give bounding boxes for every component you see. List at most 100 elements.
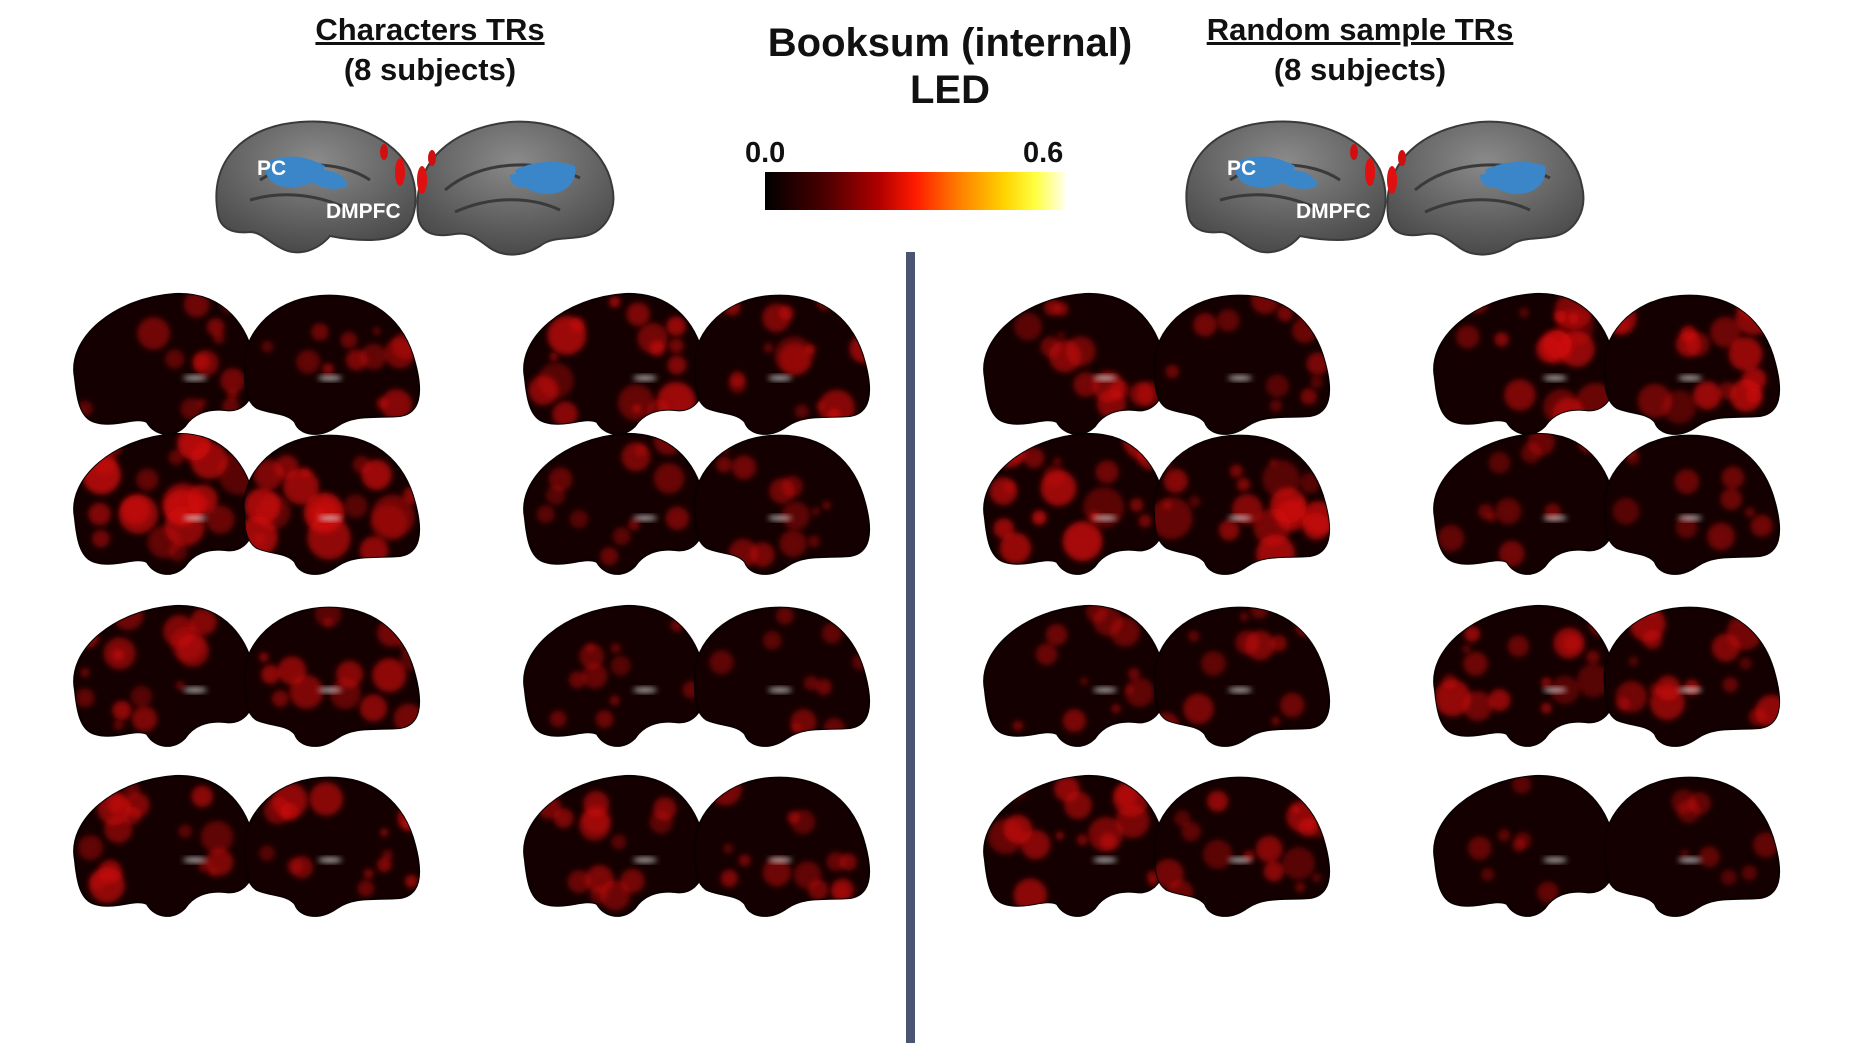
activation-patch bbox=[549, 352, 558, 361]
left-hemisphere bbox=[73, 432, 257, 575]
activation-patch bbox=[1554, 293, 1593, 330]
activation-patch bbox=[568, 671, 586, 689]
left-panel-title: Characters TRs (8 subjects) bbox=[250, 10, 610, 90]
activation-patch bbox=[1080, 677, 1089, 686]
activation-patch bbox=[811, 507, 820, 516]
activation-patch bbox=[1269, 399, 1283, 412]
activation-patch bbox=[637, 322, 668, 354]
activation-patch bbox=[1498, 540, 1525, 567]
roi-brain-right-hemisphere bbox=[416, 120, 615, 256]
activation-patch bbox=[617, 384, 655, 421]
activation-patch bbox=[729, 371, 746, 387]
activation-patch bbox=[1129, 382, 1154, 406]
sulcus-highlight bbox=[1228, 687, 1252, 693]
activation-patch bbox=[1053, 457, 1062, 466]
sulcus-highlight bbox=[318, 375, 342, 381]
subject-brain-map bbox=[73, 432, 421, 575]
activation-patch bbox=[667, 355, 687, 375]
right-hemisphere bbox=[1153, 776, 1331, 917]
activation-patch bbox=[97, 433, 123, 457]
sulcus-highlight bbox=[183, 687, 207, 693]
activation-patch bbox=[1263, 860, 1285, 882]
subject-brain-map bbox=[523, 604, 871, 747]
sulcus-highlight bbox=[1543, 687, 1567, 693]
roi-label-pc: PC bbox=[1227, 157, 1256, 180]
activation-patch bbox=[1698, 846, 1720, 868]
activation-patch bbox=[1065, 336, 1096, 367]
activation-patch bbox=[221, 295, 240, 314]
right-hemisphere bbox=[1153, 606, 1331, 747]
subject-brain-map bbox=[983, 604, 1331, 747]
activation-patch bbox=[728, 538, 758, 568]
activation-patch bbox=[1481, 868, 1495, 881]
activation-patch bbox=[80, 667, 90, 678]
activation-patch bbox=[1277, 305, 1294, 322]
activation-patch bbox=[137, 317, 170, 350]
hemisphere-surface bbox=[73, 292, 257, 435]
activation-patch bbox=[1062, 521, 1103, 562]
activation-patch bbox=[118, 494, 159, 534]
subject-brain-map bbox=[523, 432, 871, 575]
activation-patch bbox=[538, 362, 574, 399]
activation-patch bbox=[130, 685, 153, 708]
activation-patch bbox=[1512, 838, 1526, 852]
right-hemisphere bbox=[1603, 294, 1781, 435]
activation-patches bbox=[716, 444, 831, 568]
activation-patch bbox=[553, 808, 574, 828]
activation-patch bbox=[1251, 295, 1280, 315]
activation-patch bbox=[113, 719, 125, 731]
activation-patch bbox=[1612, 497, 1640, 525]
activation-patch bbox=[309, 782, 344, 816]
activation-patch bbox=[762, 858, 792, 887]
activation-patches bbox=[77, 293, 246, 420]
activation-patch bbox=[82, 455, 121, 495]
activation-patch bbox=[769, 478, 795, 504]
activation-patch bbox=[609, 695, 620, 706]
activation-patch bbox=[1125, 677, 1155, 707]
activation-patch bbox=[738, 854, 751, 867]
activation-patch bbox=[1300, 388, 1318, 405]
activation-patch bbox=[315, 607, 342, 628]
activation-patch bbox=[363, 868, 374, 879]
activation-patch bbox=[405, 874, 418, 888]
activation-patch bbox=[712, 305, 724, 317]
activation-patch bbox=[787, 811, 800, 824]
activation-patch bbox=[1434, 679, 1471, 717]
activation-patch bbox=[1055, 831, 1064, 840]
activation-patch bbox=[359, 694, 388, 722]
activation-patch bbox=[1675, 516, 1698, 539]
activation-patch bbox=[1761, 437, 1773, 448]
activation-patch bbox=[1229, 464, 1243, 478]
activation-patch bbox=[839, 853, 857, 871]
activation-patch bbox=[177, 433, 211, 461]
activation-patch bbox=[259, 652, 269, 662]
activation-patch bbox=[205, 848, 234, 876]
subject-brain-maps bbox=[73, 292, 1781, 917]
activation-patch bbox=[340, 331, 358, 349]
activation-patch bbox=[999, 532, 1032, 564]
left-hemisphere bbox=[73, 292, 257, 435]
activation-patch bbox=[112, 605, 144, 631]
activation-patch bbox=[993, 518, 1015, 539]
activation-patch bbox=[724, 299, 741, 316]
activation-patch bbox=[582, 663, 608, 689]
activation-patch bbox=[103, 637, 136, 670]
activation-patch bbox=[1710, 316, 1742, 348]
activation-patch bbox=[400, 439, 415, 454]
activation-patch bbox=[397, 804, 420, 832]
panel-divider bbox=[906, 252, 915, 1043]
activation-patch bbox=[77, 400, 93, 417]
activation-patch bbox=[1746, 388, 1761, 403]
activation-patch bbox=[1540, 702, 1552, 714]
activation-patch bbox=[323, 617, 333, 627]
activation-patch bbox=[123, 806, 142, 825]
hemisphere-surface bbox=[1153, 294, 1331, 435]
activation-patch bbox=[1043, 299, 1061, 316]
roi-brain-left-hemisphere: PC DMPFC bbox=[1185, 120, 1387, 254]
activation-patch bbox=[1592, 299, 1603, 310]
activation-patch bbox=[1129, 498, 1144, 512]
activation-patch bbox=[1553, 627, 1585, 659]
activation-patch bbox=[1083, 487, 1125, 528]
activation-patch bbox=[816, 295, 834, 310]
activation-patch bbox=[1188, 495, 1201, 508]
